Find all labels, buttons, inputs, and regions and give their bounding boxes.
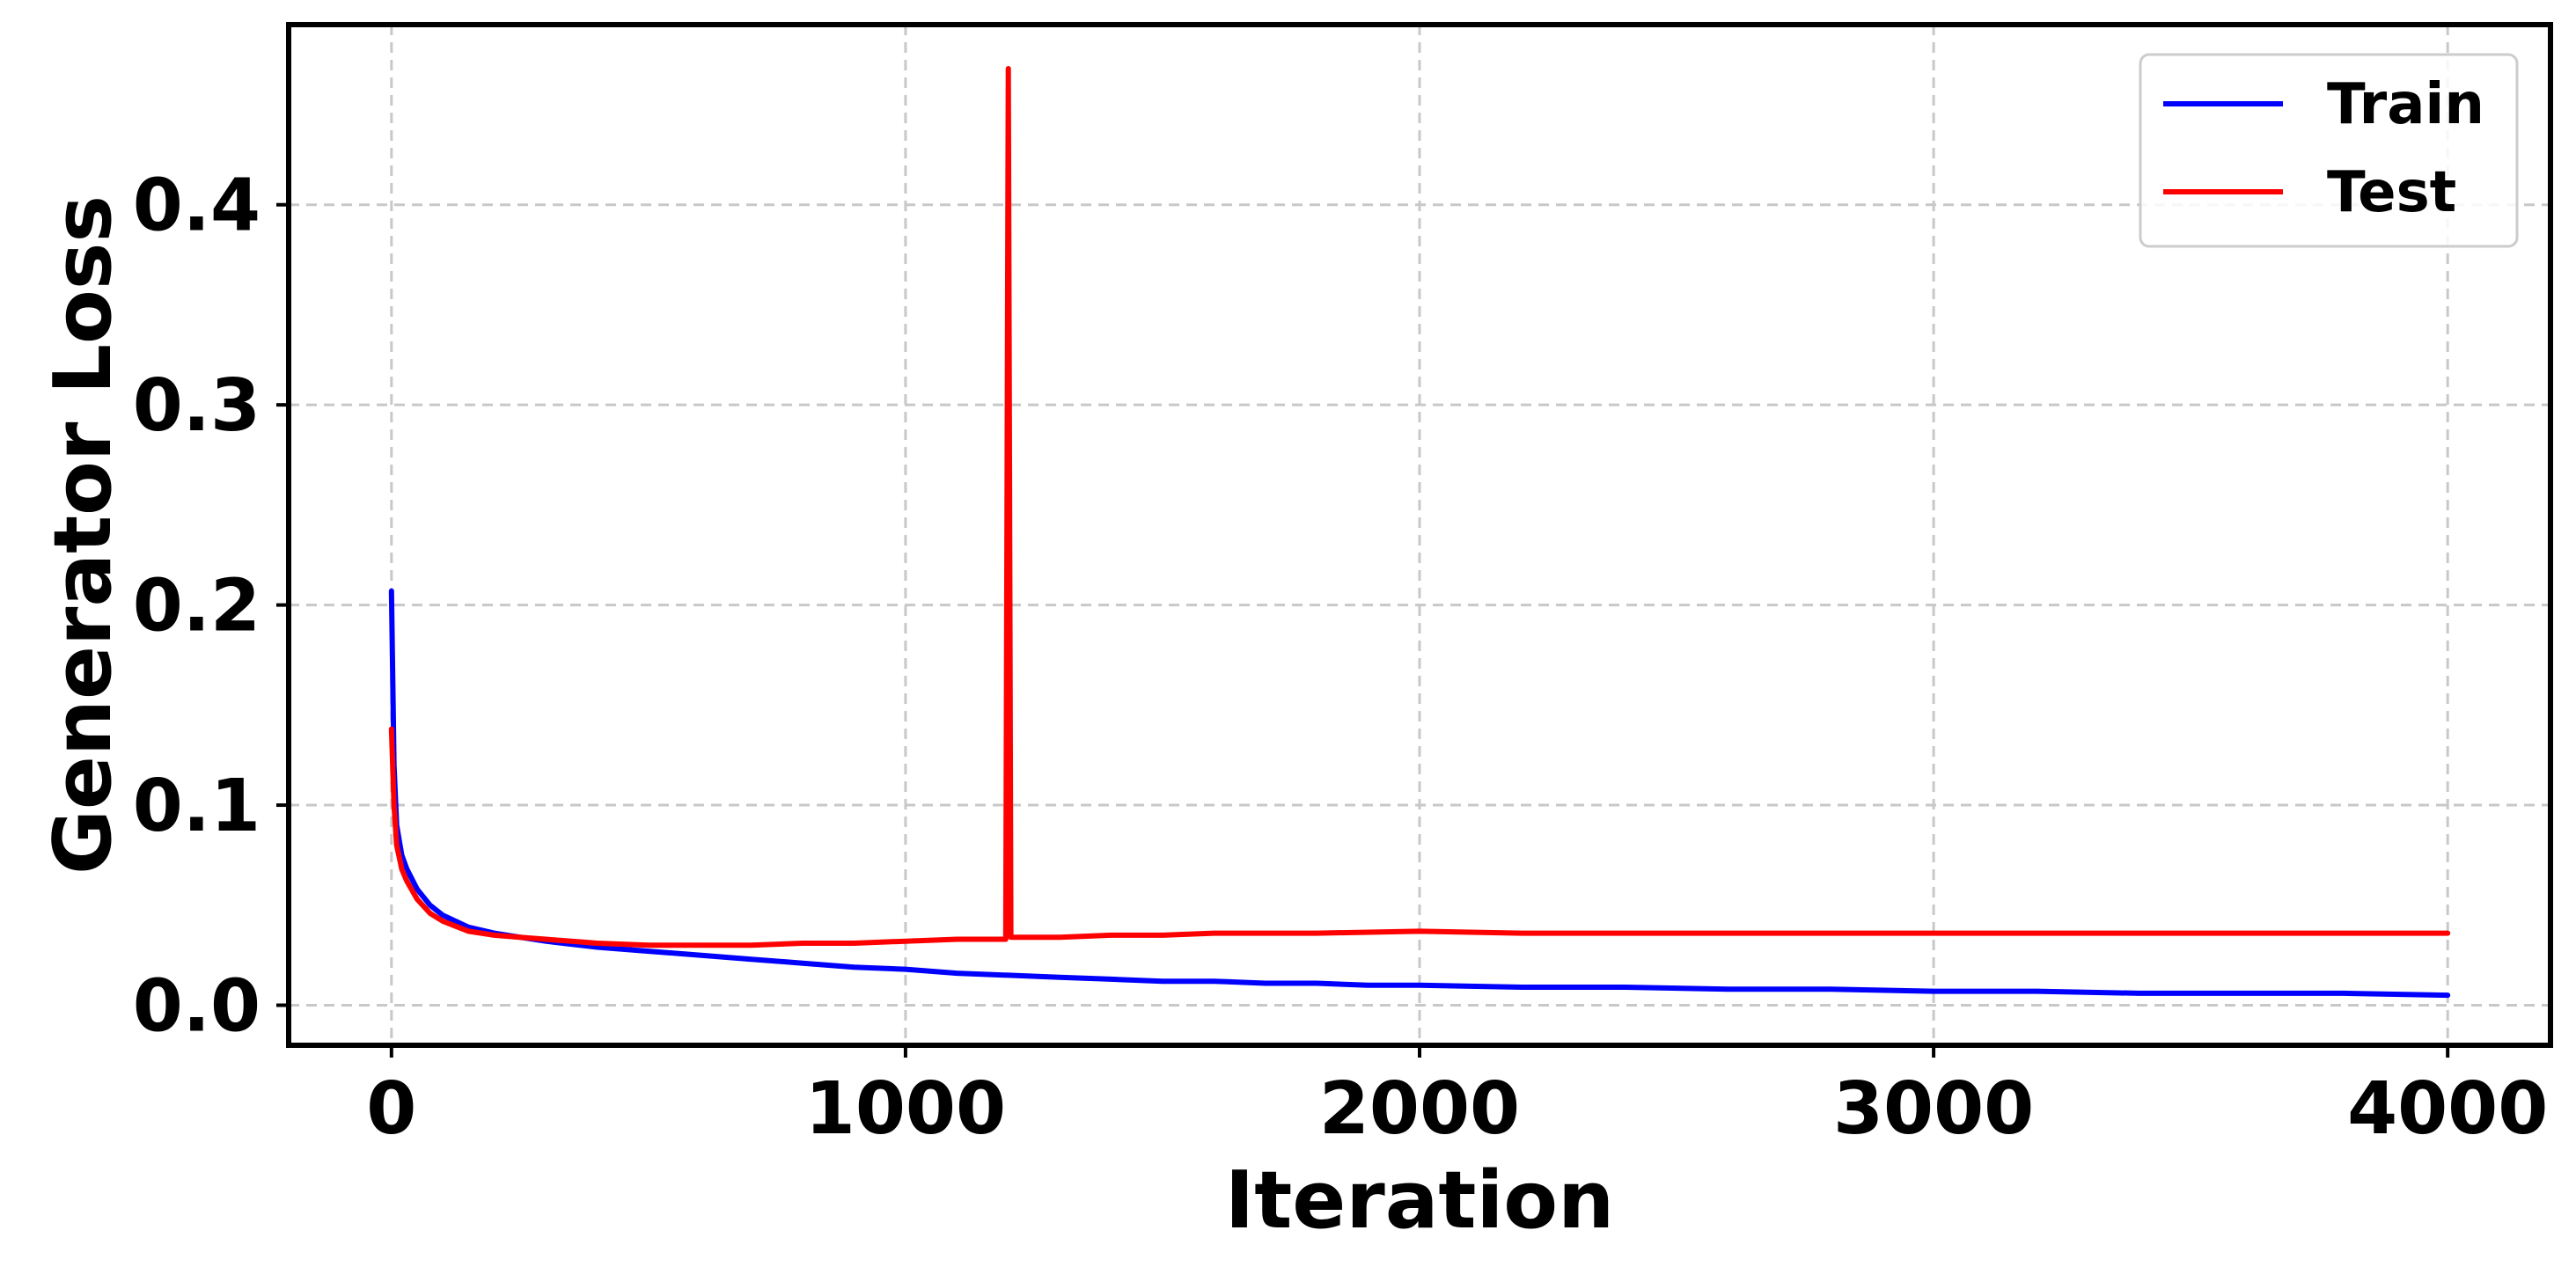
x-tick-label: 1000 xyxy=(805,1067,1006,1151)
y-tick-label: 0.2 xyxy=(133,565,261,648)
series-layer xyxy=(388,66,2451,999)
x-tick-label: 3000 xyxy=(1833,1067,2034,1151)
legend: Train Test xyxy=(2139,53,2519,248)
y-tick-label: 0.1 xyxy=(133,765,261,848)
ticks: 0 1000 2000 3000 4000 0.0 0.1 0.2 0.3 0.4 xyxy=(133,165,2549,1151)
x-tick-label: 0 xyxy=(366,1067,416,1151)
y-tick-label: 0.0 xyxy=(133,965,261,1049)
x-axis-label: Iteration xyxy=(1225,1154,1614,1247)
series-line-test xyxy=(388,66,2451,948)
x-tick-label: 2000 xyxy=(1319,1067,1520,1151)
series-line-train xyxy=(388,588,2451,999)
y-tick-label: 0.3 xyxy=(133,364,261,448)
grid xyxy=(289,25,2550,1045)
x-tick-label: 4000 xyxy=(2347,1067,2548,1151)
legend-train-label: Train xyxy=(2327,72,2484,137)
y-axis-label: Generator Loss xyxy=(37,195,129,875)
y-tick-label: 0.4 xyxy=(133,165,261,248)
legend-test-label: Test xyxy=(2327,160,2456,225)
